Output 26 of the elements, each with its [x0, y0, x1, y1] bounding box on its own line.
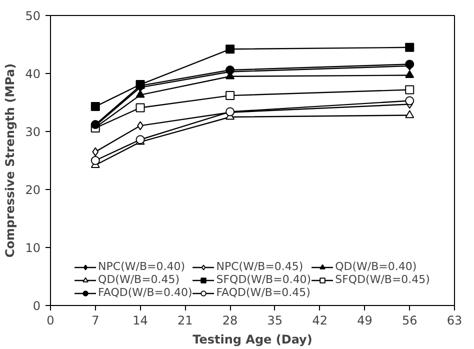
y-axis-title: Compressive Strength (MPa) — [3, 63, 18, 258]
legend-label: FAQD(W/B=0.45) — [216, 286, 310, 299]
y-tick-label: 10 — [25, 241, 41, 255]
x-tick-label: 63 — [446, 314, 462, 328]
y-tick-label: 20 — [25, 183, 41, 197]
y-tick-label: 40 — [25, 67, 41, 81]
legend-label: NPC(W/B=0.40) — [98, 260, 186, 273]
legend-label: SFQD(W/B=0.40) — [216, 273, 312, 286]
legend-label: QD(W/B=0.45) — [98, 273, 180, 286]
legend-label: SFQD(W/B=0.45) — [335, 273, 430, 286]
x-tick-label: 28 — [222, 314, 238, 328]
y-tick-label: 30 — [25, 125, 41, 139]
x-tick-label: 7 — [92, 314, 100, 328]
x-tick-label: 56 — [402, 314, 418, 328]
x-tick-label: 14 — [132, 314, 148, 328]
legend-label: FAQD(W/B=0.40) — [98, 286, 192, 299]
x-tick-label: 42 — [312, 314, 328, 328]
legend-label: NPC(W/B=0.45) — [216, 260, 304, 273]
x-tick-label: 0 — [46, 314, 54, 328]
x-tick-label: 35 — [267, 314, 283, 328]
y-tick-label: 50 — [25, 9, 41, 23]
x-tick-label: 21 — [178, 314, 193, 328]
x-axis-title: Testing Age (Day) — [192, 332, 312, 346]
legend-label: QD(W/B=0.40) — [335, 260, 417, 273]
y-tick-label: 0 — [32, 299, 41, 313]
x-tick-label: 49 — [357, 314, 372, 328]
